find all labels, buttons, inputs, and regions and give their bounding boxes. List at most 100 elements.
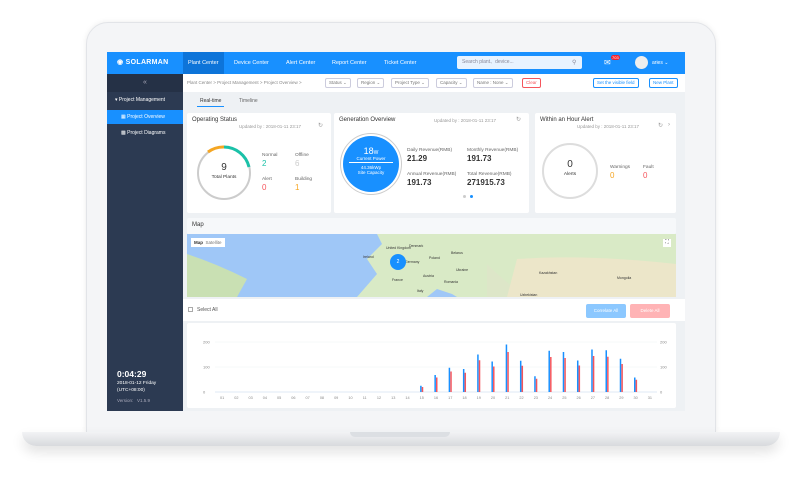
x-tick: 13 (391, 396, 395, 400)
bar-red (421, 387, 424, 392)
search-input[interactable]: Search plant、device... (457, 56, 582, 69)
x-tick: 18 (462, 396, 466, 400)
new-plant-button[interactable]: New Plant (649, 78, 678, 88)
delete-all-button[interactable]: Delete All (630, 304, 670, 318)
warnings-value: 0 (610, 171, 615, 180)
bar-red (564, 358, 566, 392)
mail-icon[interactable]: ✉ (604, 58, 611, 67)
power-value: 18 (363, 146, 374, 156)
monthly-revenue-value: 191.73 (467, 154, 492, 163)
nav-device-center[interactable]: Device Center (234, 60, 269, 66)
sidebar-item-project-diagrams[interactable]: ▩ Project Diagrams (107, 126, 183, 140)
bar-red (607, 356, 609, 392)
x-tick: 31 (648, 396, 652, 400)
bar-blue (519, 360, 522, 392)
fullscreen-icon[interactable]: ⛶ (663, 239, 671, 247)
breadcrumb[interactable]: Plant Center > Project Management > Proj… (187, 80, 302, 85)
map-tab-map[interactable]: Map (194, 240, 203, 245)
tab-timeline[interactable]: Timeline (239, 98, 258, 104)
current-power: 18W (343, 146, 399, 156)
x-tick: 25 (562, 396, 566, 400)
clock: 0:04:29 (117, 369, 147, 379)
x-tick: 24 (548, 396, 552, 400)
nav-plant-center[interactable]: Plant Center (183, 52, 224, 74)
bar-blue (562, 352, 565, 392)
hour-alert-card: Within an Hour Alert Updated by : 2018-0… (535, 113, 676, 213)
logo: ◉ SOLARMAN (117, 59, 169, 66)
y-tick-left: 200 (203, 340, 210, 345)
x-tick: 05 (277, 396, 281, 400)
map-label: Ireland (363, 255, 374, 259)
map-label: Austria (423, 274, 434, 278)
bar-red (521, 365, 524, 392)
bar-blue (591, 349, 593, 392)
avatar[interactable] (635, 56, 648, 69)
x-tick: 29 (619, 396, 623, 400)
collapse-button[interactable]: « (107, 74, 183, 92)
name-filter[interactable]: Name : None ⌄ (473, 78, 513, 88)
x-tick: 09 (334, 396, 338, 400)
region-filter[interactable]: Region ⌄ (357, 78, 385, 88)
map-cluster-marker[interactable]: 2 (390, 254, 406, 270)
set-visible-field-button[interactable]: Set the visible field (593, 78, 639, 88)
sidebar-item-project-overview[interactable]: ▦ Project Overview (107, 110, 183, 124)
nav-report-center[interactable]: Report Center (332, 60, 367, 66)
fault-value: 0 (643, 171, 648, 180)
map-label: Romania (444, 280, 459, 284)
version-value: V1.5.9 (137, 398, 151, 403)
carousel-dot[interactable] (463, 195, 466, 198)
user-menu[interactable]: aries ⌄ (652, 60, 669, 66)
status-filter[interactable]: Status ⌄ (325, 78, 351, 88)
x-tick: 07 (306, 396, 310, 400)
bar-red (436, 377, 438, 392)
refresh-icon[interactable]: ↻ (318, 123, 324, 129)
annual-revenue-label: Annual Revenue(RMB) (407, 172, 457, 177)
x-tick: 10 (348, 396, 352, 400)
power-unit: W (373, 150, 379, 156)
chevron-right-icon[interactable]: › (668, 122, 670, 128)
capacity-filter[interactable]: Capacity ⌄ (436, 78, 467, 88)
refresh-icon[interactable]: ↻ (516, 117, 522, 123)
map-tab-satellite[interactable]: Satellite (205, 240, 222, 245)
sidebar-item-project-management[interactable]: ▾ Project Management (115, 97, 166, 103)
bar-red (578, 365, 581, 392)
map-label: Uzbekistan (520, 293, 538, 297)
capacity-value: 44.36kWp (360, 165, 382, 170)
sidebar-label: Project Management (118, 97, 166, 103)
chart-icon: ▩ (121, 130, 126, 136)
updated-time: Updated by : 2018-01-11 23:17 (577, 124, 639, 129)
toolbar: Plant Center > Project Management > Proj… (183, 74, 685, 92)
laptop-base (22, 432, 780, 446)
building-value: 1 (295, 183, 300, 192)
x-tick: 16 (434, 396, 438, 400)
project-type-filter[interactable]: Project Type ⌄ (391, 78, 429, 88)
correlate-all-button[interactable]: Correlate All (586, 304, 626, 318)
x-tick: 20 (491, 396, 495, 400)
refresh-icon[interactable]: ↻ (658, 123, 664, 129)
bar-red (592, 356, 595, 392)
x-tick: 17 (448, 396, 452, 400)
tab-real-time[interactable]: Real-time (197, 98, 225, 107)
select-all-checkbox[interactable] (188, 307, 193, 312)
grid-icon: ▦ (121, 114, 126, 120)
updated-time: Updated by : 2018-01-11 23:17 (239, 124, 301, 129)
nav-ticket-center[interactable]: Ticket Center (384, 60, 417, 66)
map[interactable]: Map Satellite ⛶ United Kingdom Ireland D… (187, 234, 676, 297)
carousel-dot-active[interactable] (470, 195, 473, 198)
nav-alert-center[interactable]: Alert Center (286, 60, 316, 66)
x-tick: 01 (220, 396, 224, 400)
clear-button[interactable]: Clear (522, 78, 541, 88)
search-icon[interactable]: ⚲ (572, 60, 577, 66)
sidebar: « ▾ Project Management ▦ Project Overvie… (107, 74, 183, 411)
y-tick-right: 100 (660, 365, 667, 370)
fault-label: Fault (643, 165, 654, 170)
bar-blue (448, 367, 451, 392)
x-tick: 14 (405, 396, 409, 400)
list-toolbar: Select All Correlate All Delete All (183, 299, 685, 321)
x-tick: 27 (591, 396, 595, 400)
bar-red (550, 357, 552, 392)
map-label: Kazakhstan (539, 271, 558, 275)
card-title: Within an Hour Alert (540, 117, 594, 123)
map-label: Belarus (451, 251, 463, 255)
map-title: Map (192, 222, 204, 228)
